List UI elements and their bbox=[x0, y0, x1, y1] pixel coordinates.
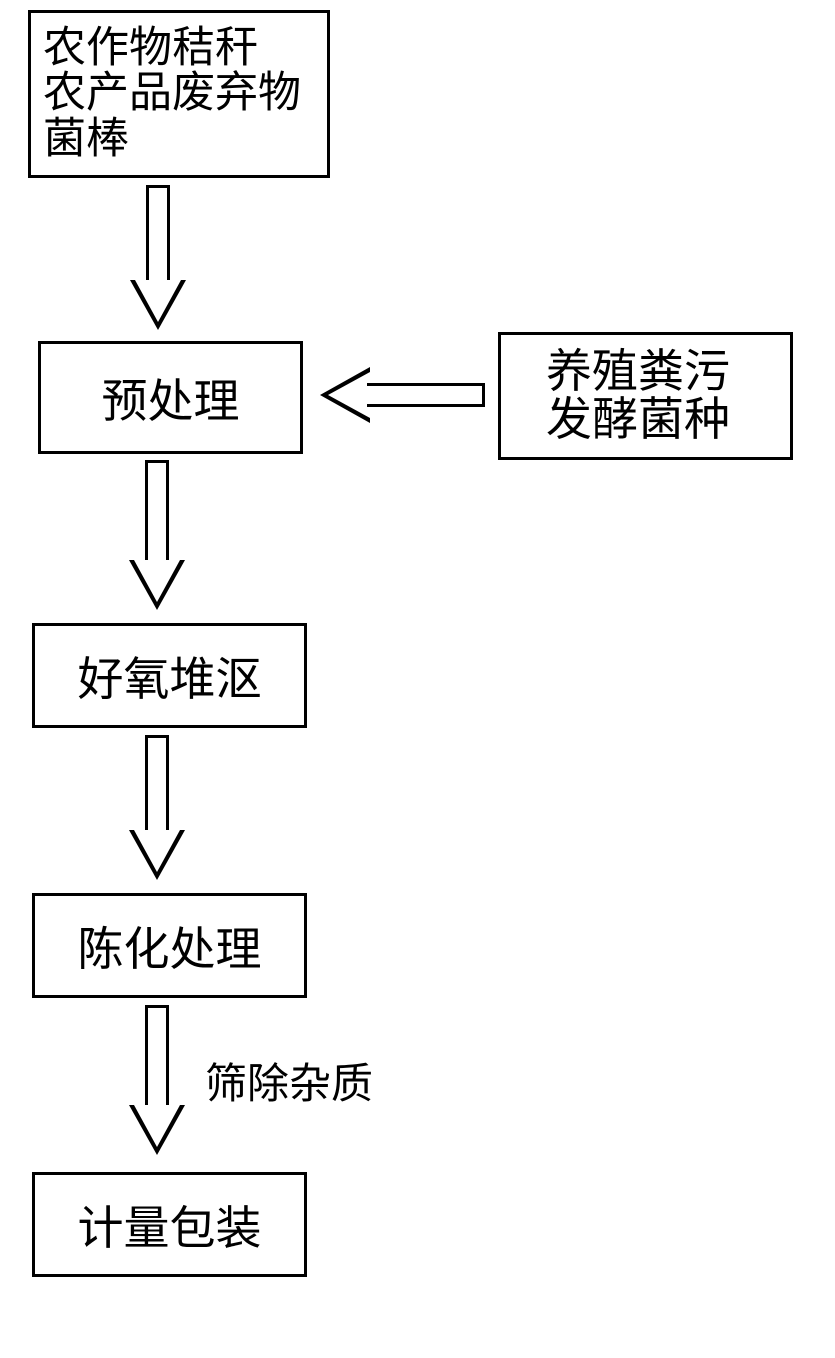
arrow-4 bbox=[129, 1005, 185, 1155]
arrow-5 bbox=[320, 367, 485, 423]
additives-line-2: 发酵菌种 bbox=[546, 396, 730, 444]
aerobic-compost-label: 好氧堆沤 bbox=[78, 643, 262, 709]
packaging-label: 计量包装 bbox=[78, 1192, 262, 1258]
arrow-3 bbox=[129, 735, 185, 880]
box-additives: 养殖粪污 发酵菌种 bbox=[498, 332, 793, 460]
flowchart-container: 农作物秸秆 农产品废弃物 菌棒 预处理 养殖粪污 发酵菌种 好氧堆沤 bbox=[0, 0, 835, 1358]
box-input-materials: 农作物秸秆 农产品废弃物 菌棒 bbox=[28, 10, 330, 178]
arrow-2 bbox=[129, 460, 185, 610]
box-aerobic-compost: 好氧堆沤 bbox=[32, 623, 307, 728]
input-line-1: 农作物秸秆 bbox=[43, 26, 258, 71]
box-packaging: 计量包装 bbox=[32, 1172, 307, 1277]
arrow-1 bbox=[130, 185, 186, 330]
input-line-3: 菌棒 bbox=[43, 117, 129, 162]
additives-line-1: 养殖粪污 bbox=[546, 348, 730, 396]
aging-label: 陈化处理 bbox=[78, 913, 262, 979]
pretreatment-label: 预处理 bbox=[102, 365, 240, 431]
input-line-2: 农产品废弃物 bbox=[43, 71, 301, 116]
box-aging: 陈化处理 bbox=[32, 893, 307, 998]
box-pretreatment: 预处理 bbox=[38, 341, 303, 454]
label-screen-impurities: 筛除杂质 bbox=[205, 1050, 373, 1111]
